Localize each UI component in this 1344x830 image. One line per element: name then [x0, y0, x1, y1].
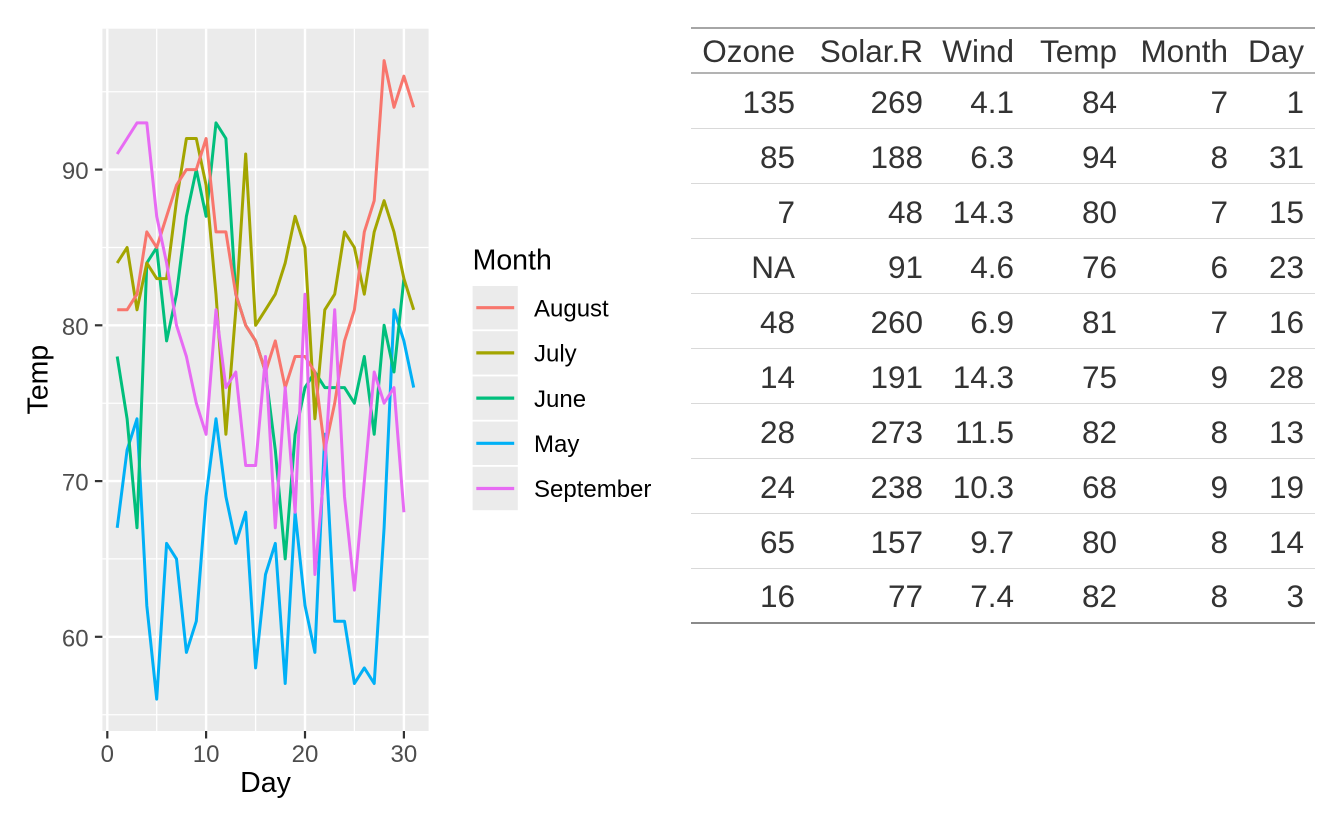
svg-text:70: 70 — [62, 470, 89, 497]
svg-text:Day: Day — [240, 767, 291, 799]
svg-text:80: 80 — [62, 314, 89, 341]
svg-text:July: July — [534, 341, 577, 368]
svg-text:30: 30 — [391, 741, 418, 768]
svg-text:60: 60 — [62, 625, 89, 652]
svg-text:10: 10 — [193, 741, 220, 768]
svg-text:90: 90 — [62, 158, 89, 185]
svg-text:20: 20 — [292, 741, 319, 768]
svg-text:June: June — [534, 386, 586, 413]
svg-text:September: September — [534, 476, 651, 503]
svg-text:Temp: Temp — [23, 345, 55, 415]
svg-text:Month: Month — [473, 245, 552, 277]
svg-text:0: 0 — [101, 741, 114, 768]
svg-text:August: August — [534, 295, 609, 322]
svg-text:May: May — [534, 431, 579, 458]
